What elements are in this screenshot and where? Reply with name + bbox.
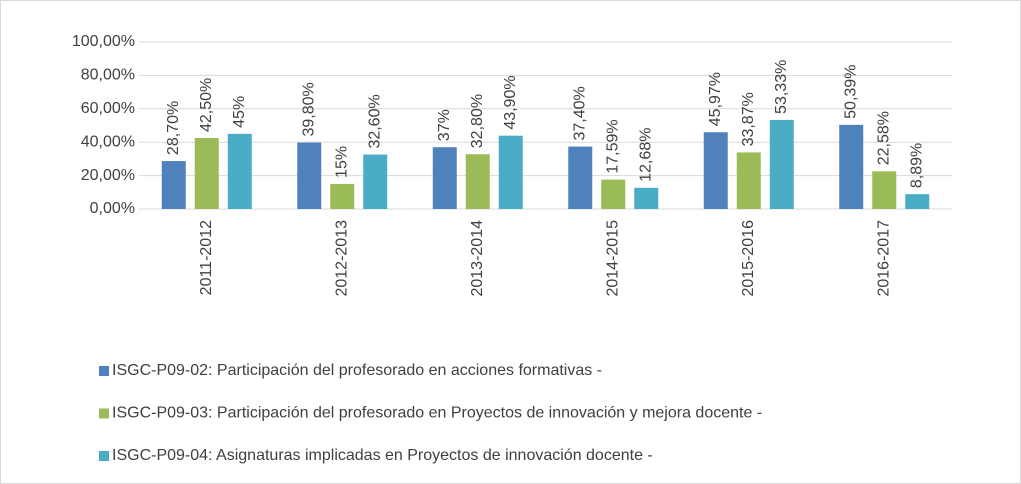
data-label: 32,80% [469, 94, 486, 148]
bar [769, 119, 794, 209]
data-label: 32,60% [366, 94, 383, 148]
y-tick-label: 0,00% [90, 200, 135, 217]
y-tick-label: 80,00% [81, 67, 135, 84]
bar [703, 132, 728, 209]
data-label: 45% [231, 96, 248, 128]
bar [227, 133, 252, 209]
data-label: 15% [333, 146, 350, 178]
legend-swatch [99, 366, 109, 376]
legend-label: ISGC-P09-02: Participación del profesora… [112, 362, 602, 379]
x-tick-label: 2014-2015 [604, 220, 621, 297]
data-label: 39,80% [300, 82, 317, 136]
x-tick-label: 2012-2013 [333, 220, 350, 297]
data-label: 8,89% [908, 143, 925, 188]
data-label: 22,58% [875, 111, 892, 165]
legend-swatch [99, 408, 109, 419]
data-label: 12,68% [637, 128, 654, 182]
data-label: 37,40% [571, 86, 588, 140]
y-tick-label: 60,00% [81, 100, 135, 117]
bar [297, 142, 322, 209]
bar [839, 124, 864, 209]
bar [465, 154, 490, 209]
bar [736, 152, 761, 209]
bar [634, 187, 659, 209]
y-tick-label: 100,00% [72, 33, 135, 50]
bar [432, 147, 457, 209]
bar [905, 194, 930, 209]
bar [161, 161, 186, 209]
bar [568, 146, 593, 209]
legend-label: ISGC-P09-04: Asignaturas implicadas en P… [112, 447, 653, 464]
legend-swatch [99, 451, 109, 461]
data-label: 42,50% [198, 78, 215, 132]
bar [363, 154, 388, 209]
bar [872, 171, 897, 209]
data-label: 17,59% [604, 119, 621, 173]
data-label: 43,90% [502, 75, 519, 129]
bar [498, 135, 523, 209]
legend-label: ISGC-P09-03: Participación del profesora… [112, 405, 762, 422]
x-tick-label: 2016-2017 [875, 220, 892, 297]
x-tick-label: 2013-2014 [469, 220, 486, 297]
data-label: 53,33% [773, 60, 790, 114]
y-tick-label: 40,00% [81, 133, 135, 150]
bar [601, 179, 626, 209]
bar [330, 183, 355, 209]
y-tick-label: 20,00% [81, 167, 135, 184]
bar [194, 138, 219, 209]
data-label: 50,39% [842, 65, 859, 119]
x-tick-label: 2011-2012 [198, 220, 215, 295]
data-label: 33,87% [740, 92, 757, 146]
data-label: 37% [436, 109, 453, 141]
data-label: 45,97% [707, 72, 724, 126]
data-label: 28,70% [165, 101, 182, 155]
x-tick-label: 2015-2016 [740, 220, 757, 297]
